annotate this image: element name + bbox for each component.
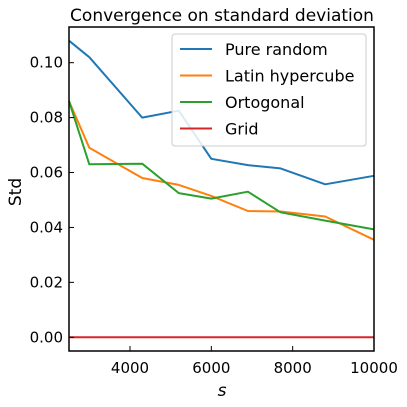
x-tick-label: 6000 — [192, 359, 230, 377]
y-tick-label: 0.10 — [30, 54, 63, 72]
plot-area — [68, 39, 375, 339]
legend-label: Latin hypercube — [225, 67, 354, 86]
y-tick-label: 0.02 — [30, 273, 63, 291]
y-tick-label: 0.06 — [30, 164, 63, 182]
x-axis-label: s — [218, 381, 227, 401]
axes-frame — [68, 26, 375, 352]
y-tick-label: 0.08 — [30, 109, 63, 127]
legend-label: Pure random — [225, 40, 328, 59]
y-tick-label: 0.00 — [30, 328, 63, 346]
x-tick-label: 4000 — [111, 359, 149, 377]
legend-box — [171, 33, 367, 147]
y-tick-label: 0.04 — [30, 218, 63, 236]
series-line-0 — [68, 39, 375, 186]
series-line-1 — [68, 100, 375, 241]
legend-label: Ortogonal — [225, 93, 305, 112]
legend-label: Grid — [225, 120, 259, 139]
series-line-2 — [68, 100, 375, 231]
y-axis-ticks: 0.00 0.02 0.04 0.06 0.08 0.10 — [30, 54, 74, 346]
y-axis-label: Std — [6, 178, 26, 206]
legend: Pure random Latin hypercube Ortogonal Grid — [171, 33, 367, 147]
x-tick-label: 10000 — [350, 359, 398, 377]
x-tick-label: 8000 — [274, 359, 312, 377]
chart-title: Convergence on standard deviation — [70, 6, 374, 26]
x-axis-ticks: 4000 6000 8000 10000 — [111, 346, 398, 377]
